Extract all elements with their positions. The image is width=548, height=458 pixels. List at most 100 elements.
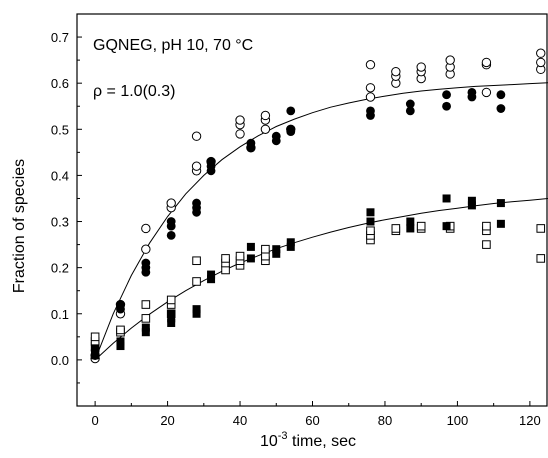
filled-square-point — [116, 342, 125, 351]
filled-circle-point — [496, 90, 506, 100]
x-axis-title-text: time, sec — [288, 433, 356, 450]
filled-circle-point — [442, 101, 451, 111]
open-circle-point — [235, 129, 245, 139]
open-circle-point — [365, 83, 376, 93]
filled-square-point — [496, 219, 505, 228]
y-tick-label: 0.3 — [51, 215, 69, 230]
filled-square-point — [272, 245, 281, 254]
filled-square-point — [272, 249, 281, 258]
open-circle-point — [166, 198, 176, 208]
filled-circle-point — [246, 138, 256, 148]
filled-circle-point — [166, 217, 176, 226]
x-tick-label: 20 — [160, 413, 174, 428]
y-tick-label: 0.6 — [51, 76, 69, 91]
y-tick-label: 0.2 — [51, 261, 69, 276]
filled-square-point — [141, 323, 150, 332]
open-circle-point — [365, 92, 376, 102]
y-axis-title: Fraction of species — [11, 159, 28, 293]
open-circle-point — [191, 161, 202, 171]
filled-square-point — [246, 242, 255, 251]
filled-circle-point — [286, 106, 296, 116]
filled-square-point — [141, 328, 150, 337]
x-tick-label: 60 — [305, 413, 319, 428]
filled-circle-point — [166, 230, 176, 240]
filled-circle-point — [116, 300, 125, 309]
filled-square-point — [207, 270, 216, 279]
filled-circle-point — [286, 124, 296, 134]
filled-square-point — [406, 217, 415, 226]
x-tick-label: 80 — [378, 413, 392, 428]
axis-ticks: 0 20 40 60 80 100 120 0.0 0.1 0.2 0.3 0.4 0.5 0.6 0.7 — [51, 13, 541, 428]
filled-square-point — [406, 224, 415, 233]
open-square-point — [90, 332, 100, 342]
x-tick-label: 40 — [233, 413, 247, 428]
filled-square-point — [246, 254, 255, 263]
filled-square-point — [442, 222, 451, 231]
open-square-point — [536, 254, 546, 263]
filled-square-point — [192, 305, 201, 314]
filled-square-point — [167, 309, 176, 318]
open-circle-point — [536, 48, 546, 58]
x-axis-title: 10-3 time, sec — [260, 430, 356, 450]
annotation-condition: GQNEG, pH 10, 70 °C — [93, 37, 253, 54]
open-circle-point — [365, 60, 376, 70]
filled-square-point — [207, 275, 216, 284]
open-circle-point — [391, 66, 401, 77]
filled-square-point — [496, 199, 505, 208]
y-tick-label: 0.1 — [51, 307, 69, 322]
filled-circle-point — [442, 90, 451, 100]
plot-frame-rect — [76, 13, 548, 407]
fit-curve-1 — [94, 82, 548, 361]
open-circle-point — [445, 55, 455, 65]
filled-square-point — [366, 208, 375, 217]
open-circle-point — [260, 110, 271, 121]
y-tick-label: 0.4 — [51, 168, 69, 183]
x-tick-label: 100 — [447, 413, 469, 428]
filled-circle-point — [366, 106, 375, 116]
annotation-rho: ρ = 1.0(0.3) — [93, 83, 175, 100]
open-circle-point — [235, 115, 245, 125]
open-circle-point — [416, 62, 426, 72]
open-square-point — [141, 300, 151, 309]
open-square-point — [221, 254, 230, 263]
open-circle-point — [260, 124, 271, 134]
filled-square-point — [286, 242, 295, 251]
filled-square-point — [467, 196, 476, 205]
x-tick-label: 0 — [91, 413, 98, 428]
plot-frame — [76, 13, 548, 407]
open-circle-point — [191, 131, 202, 141]
filled-circle-point — [271, 131, 281, 141]
filled-square-point — [366, 217, 375, 226]
filled-square-point — [286, 238, 295, 247]
open-square-point — [166, 295, 176, 305]
filled-circle-point — [141, 258, 151, 268]
data-points — [90, 48, 546, 364]
filled-square-point — [167, 314, 176, 323]
x-axis-title-exponent: -3 — [278, 430, 288, 442]
filled-circle-point — [405, 106, 415, 116]
filled-circle-point — [206, 157, 216, 166]
filled-square-point — [192, 309, 201, 318]
open-square-point — [192, 277, 201, 286]
open-square-point — [366, 226, 375, 236]
filled-square-point — [91, 351, 100, 360]
filled-circle-point — [496, 104, 506, 113]
filled-circle-point — [405, 99, 415, 109]
open-square-point — [482, 221, 491, 231]
open-square-point — [116, 325, 125, 335]
filled-square-point — [167, 318, 176, 327]
open-square-point — [235, 251, 245, 261]
open-square-point — [141, 314, 151, 323]
filled-square-point — [442, 194, 451, 203]
open-circle-point — [141, 223, 151, 234]
filled-square-point — [116, 337, 125, 346]
open-circle-point — [481, 57, 492, 68]
open-circle-point — [481, 87, 492, 98]
open-square-point — [391, 224, 401, 233]
y-tick-label: 0.5 — [51, 122, 69, 137]
open-square-point — [536, 224, 546, 233]
filled-square-point — [91, 344, 100, 353]
open-circle-point — [536, 57, 546, 68]
filled-circle-point — [467, 88, 477, 97]
